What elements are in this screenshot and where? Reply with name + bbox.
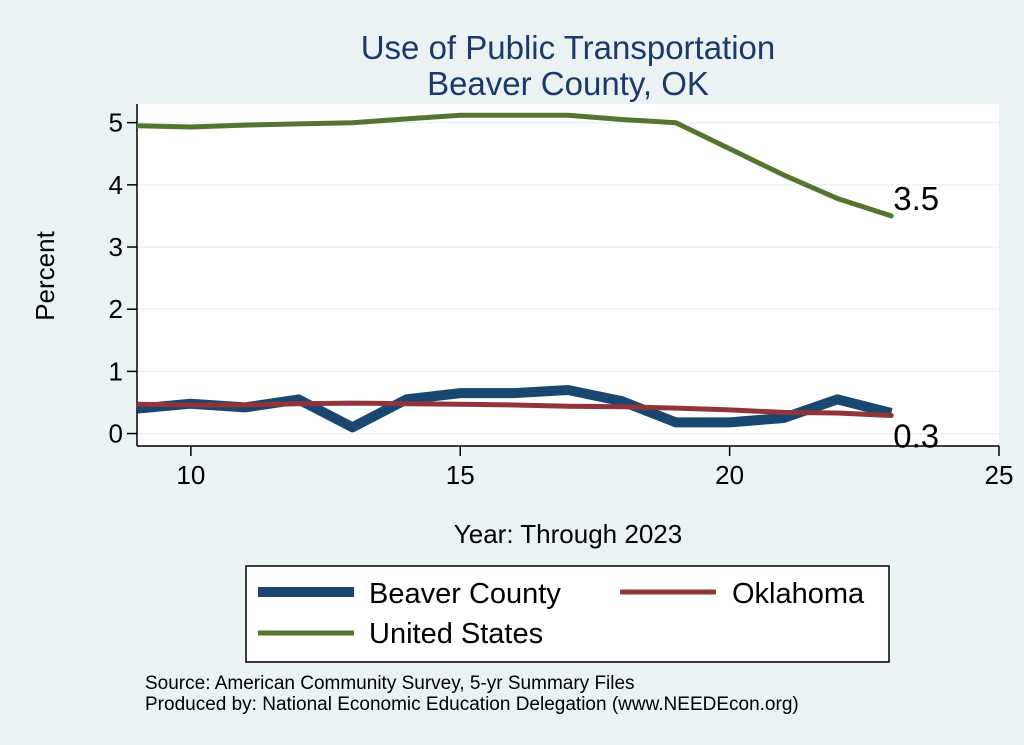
end-label-oklahoma: 0.3	[893, 418, 939, 455]
x-tick-label-20: 20	[715, 460, 744, 490]
series-lines	[136, 112, 893, 433]
series-line-united-states	[136, 112, 893, 219]
x-tick-label-10: 10	[176, 460, 205, 490]
legend-label-united-states: United States	[369, 618, 543, 650]
legend-box	[245, 565, 890, 663]
x-tick-label-25: 25	[985, 460, 1014, 490]
y-tick-label-0: 0	[109, 419, 123, 449]
axes	[136, 104, 999, 447]
x-axis-ticks: 10 15 20 25	[176, 446, 1013, 490]
y-tick-label-1: 1	[109, 356, 123, 386]
end-labels: 3.5 0.3	[888, 180, 939, 455]
x-axis-title: Year: Through 2023	[454, 519, 682, 549]
y-tick-label-4: 4	[109, 170, 123, 200]
y-axis-title: Percent	[30, 230, 60, 320]
end-label-united-states: 3.5	[893, 180, 939, 217]
x-tick-label-15: 15	[446, 460, 475, 490]
y-tick-label-3: 3	[109, 232, 123, 262]
y-axis-ticks: 0 1 2 3 4 5	[109, 108, 137, 449]
y-tick-label-2: 2	[109, 294, 123, 324]
end-point-united-states	[888, 213, 894, 219]
y-tick-label-5: 5	[109, 108, 123, 138]
legend-label-beaver-county: Beaver County	[369, 578, 561, 610]
source-note: Source: American Community Survey, 5-yr …	[145, 673, 635, 694]
gridlines	[137, 121, 999, 435]
chart-subtitle: Beaver County, OK	[427, 65, 709, 102]
chart-title: Use of Public Transportation	[361, 29, 776, 66]
end-point-oklahoma	[888, 413, 894, 419]
legend: Beaver County Oklahoma United States	[245, 565, 890, 663]
series-line-oklahoma	[136, 400, 892, 418]
producer-note: Produced by: National Economic Education…	[145, 694, 799, 715]
legend-label-oklahoma: Oklahoma	[732, 578, 865, 610]
